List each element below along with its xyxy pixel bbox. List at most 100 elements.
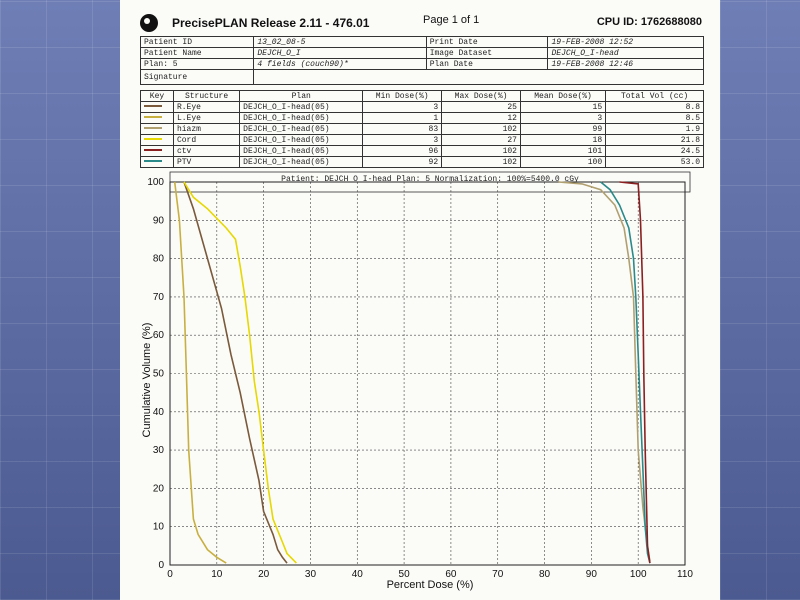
y-tick-label: 100 [147, 177, 164, 188]
x-tick-label: 100 [630, 569, 647, 580]
volume-cell: 21.8 [605, 134, 704, 146]
y-tick-label: 90 [153, 215, 165, 226]
print-date-value: 19-FEB-2008 12:52 [547, 36, 704, 48]
x-tick-label: 20 [258, 569, 270, 580]
table-row: PTV DEJCH_O_I-head(05) 92 102 100 53.0 [140, 156, 704, 168]
signature-field [253, 69, 704, 85]
series-line-ctv [619, 181, 651, 564]
mean-dose-cell: 101 [519, 145, 607, 157]
max-dose-cell: 102 [441, 145, 521, 157]
min-dose-cell: 92 [362, 156, 443, 168]
series-line-r-eye [183, 181, 288, 564]
elekta-logo-icon [140, 14, 158, 32]
max-dose-cell: 12 [441, 112, 521, 124]
key-swatch [144, 138, 162, 141]
plan-cell: DEJCH_O_I-head(05) [239, 156, 364, 168]
max-dose-cell: 25 [441, 101, 521, 113]
report-title: PrecisePLAN Release 2.11 - 476.01 [172, 16, 370, 30]
series-line-cord [183, 181, 297, 564]
plan-date-value: 19-FEB-2008 12:46 [547, 58, 704, 70]
key-cell [140, 101, 174, 113]
volume-cell: 53.0 [605, 156, 704, 168]
plan-date-label: Plan Date [425, 58, 549, 70]
x-tick-label: 110 [677, 569, 693, 580]
structure-cell: Cord [172, 134, 241, 146]
structure-cell: hiazm [172, 123, 241, 135]
min-dose-cell: 3 [362, 134, 443, 146]
min-dose-cell: 3 [362, 101, 443, 113]
table-header: Key [140, 90, 174, 102]
print-date-label: Print Date [425, 36, 549, 48]
key-cell [140, 145, 174, 157]
key-cell [140, 123, 174, 135]
plot-area: 0 10 20 30 40 50 60 70 80 90 100 110 0 10 20 30 40 50 60 70… [147, 177, 693, 580]
plan-cell: DEJCH_O_I-head(05) [239, 145, 364, 157]
signature-label: Signature [139, 69, 255, 85]
plan-cell: DEJCH_O_I-head(05) [239, 123, 364, 135]
key-swatch [144, 160, 162, 163]
x-tick-label: 40 [352, 569, 364, 580]
chart-title: Patient: DEJCH_O_I-head Plan: 5 Normaliz… [281, 175, 579, 184]
key-cell [140, 134, 174, 146]
key-swatch [144, 127, 162, 130]
min-dose-cell: 96 [362, 145, 443, 157]
volume-cell: 1.9 [605, 123, 704, 135]
x-tick-label: 80 [539, 569, 551, 580]
background-panel-left [0, 0, 120, 600]
volume-cell: 8.8 [605, 101, 704, 113]
y-tick-label: 80 [153, 254, 165, 265]
x-tick-label: 60 [445, 569, 457, 580]
table-row: R.Eye DEJCH_O_I-head(05) 3 25 15 8.8 [140, 101, 704, 113]
patient-id-label: Patient ID [139, 36, 255, 48]
x-tick-label: 90 [586, 569, 598, 580]
key-cell [140, 112, 174, 124]
patient-id-value: 13_02_08-5 [253, 36, 427, 48]
table-header: Structure [172, 90, 241, 102]
plan-label: Plan: 5 [139, 58, 255, 70]
series-line-hiazm [558, 181, 651, 562]
x-tick-label: 0 [167, 569, 173, 580]
table-header: Plan [239, 90, 364, 102]
table-header: Min Dose(%) [362, 90, 443, 102]
key-swatch [144, 116, 162, 119]
patient-name-value: DEJCH_O_I [253, 47, 427, 59]
x-tick-label: 30 [305, 569, 317, 580]
y-tick-label: 30 [153, 445, 165, 456]
patient-name-label: Patient Name [139, 47, 255, 59]
x-tick-label: 10 [211, 569, 223, 580]
table-header: Mean Dose(%) [519, 90, 607, 102]
y-tick-label: 70 [153, 292, 165, 303]
y-tick-label: 20 [153, 483, 165, 494]
y-axis-label: Cumulative Volume (%) [141, 323, 153, 438]
structure-dose-table: Key Structure Plan Min Dose(%) Max Dose(%) Me… [140, 90, 704, 168]
table-row: Cord DEJCH_O_I-head(05) 3 27 18 21.8 [140, 134, 704, 146]
plan-cell: DEJCH_O_I-head(05) [239, 112, 364, 124]
volume-cell: 24.5 [605, 145, 704, 157]
image-dataset-label: Image Dataset [425, 47, 549, 59]
structure-cell: PTV [172, 156, 241, 168]
y-tick-label: 0 [158, 560, 164, 571]
cpu-id: CPU ID: 1762688080 [596, 16, 702, 28]
y-tick-label: 50 [153, 369, 165, 380]
min-dose-cell: 1 [362, 112, 443, 124]
table-row: hiazm DEJCH_O_I-head(05) 83 102 99 1.9 [140, 123, 704, 135]
report-page: PrecisePLAN Release 2.11 - 476.01 Page 1… [120, 0, 720, 600]
mean-dose-cell: 99 [519, 123, 607, 135]
mean-dose-cell: 3 [519, 112, 607, 124]
plot-frame [169, 181, 686, 566]
mean-dose-cell: 15 [519, 101, 607, 113]
structure-cell: L.Eye [172, 112, 241, 124]
volume-cell: 8.5 [605, 112, 704, 124]
patient-info-table: Patient ID 13_02_08-5 Print Date 19-FEB-… [139, 36, 704, 85]
key-cell [140, 156, 174, 168]
table-header: Total Vol (cc) [605, 90, 704, 102]
mean-dose-cell: 100 [519, 156, 607, 168]
key-swatch [144, 149, 162, 152]
series-line-l-eye [173, 181, 227, 564]
y-tick-label: 40 [153, 407, 165, 418]
plan-cell: DEJCH_O_I-head(05) [239, 101, 364, 113]
y-tick-label: 10 [153, 522, 165, 533]
max-dose-cell: 27 [441, 134, 521, 146]
table-header: Max Dose(%) [441, 90, 521, 102]
x-axis-label: Percent Dose (%) [387, 579, 474, 591]
